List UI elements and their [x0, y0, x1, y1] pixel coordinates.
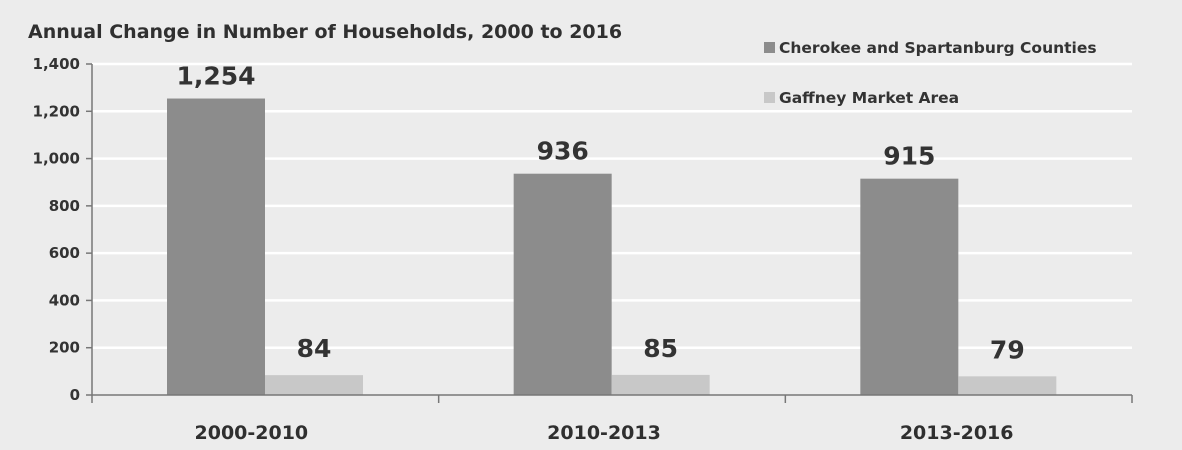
labels: 0 200 400 600 800 1,000 1,200 1,400 1,254 84 2000-… [33, 55, 1025, 444]
bars [167, 98, 1057, 396]
x-category-label: 2000-2010 [195, 422, 309, 444]
data-label: 1,254 [176, 62, 255, 91]
x-category-label: 2013-2016 [900, 422, 1014, 444]
legend: Cherokee and Spartanburg Counties Gaffney… [764, 39, 1097, 107]
bar-market-area-2 [958, 376, 1057, 395]
data-label: 915 [883, 142, 935, 171]
y-tick-label: 0 [70, 386, 80, 404]
gridlines [92, 62, 1132, 349]
chart-title: Annual Change in Number of Households, 2… [28, 21, 622, 43]
y-tick-label: 800 [49, 197, 80, 215]
y-tick-label: 200 [49, 339, 80, 357]
data-label: 85 [643, 334, 678, 363]
bar-counties-2 [860, 178, 959, 395]
data-label: 936 [537, 137, 589, 166]
bar-counties-0 [167, 98, 265, 396]
legend-label: Gaffney Market Area [779, 89, 959, 107]
data-label: 79 [990, 335, 1025, 364]
legend-swatch-0 [764, 42, 775, 53]
bar-market-area-1 [611, 374, 710, 395]
y-tick-label: 1,400 [33, 55, 80, 73]
data-label: 84 [297, 334, 332, 363]
legend-swatch-1 [764, 92, 775, 103]
y-tick-label: 600 [49, 244, 80, 262]
axes [86, 63, 1133, 403]
y-tick-label: 1,200 [33, 102, 80, 120]
legend-label: Cherokee and Spartanburg Counties [779, 39, 1097, 57]
x-category-label: 2010-2013 [547, 422, 661, 444]
bar-counties-1 [513, 173, 612, 395]
y-tick-label: 400 [49, 291, 80, 309]
bar-market-area-0 [265, 375, 363, 395]
y-tick-label: 1,000 [33, 150, 80, 168]
